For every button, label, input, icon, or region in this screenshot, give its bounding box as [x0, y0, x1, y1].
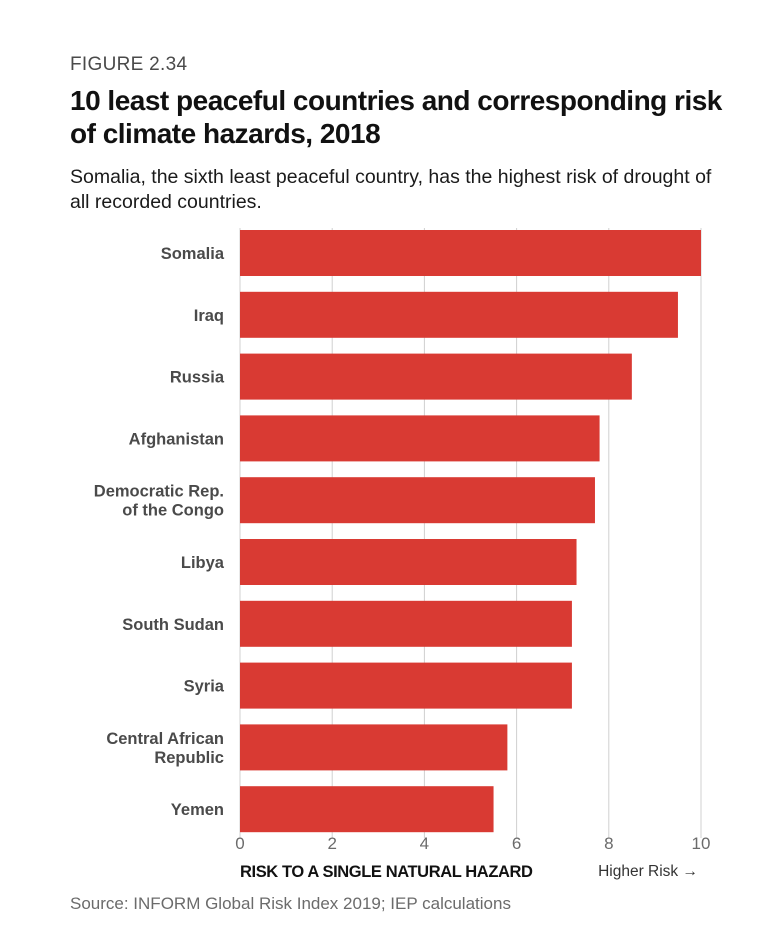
category-label-line: Yemen	[171, 801, 224, 819]
category-label-line: Central African	[106, 730, 224, 748]
source-note: Source: INFORM Global Risk Index 2019; I…	[70, 894, 511, 913]
category-label-0: Somalia	[161, 245, 225, 263]
category-label-line: Iraq	[194, 307, 224, 325]
category-label-line: Russia	[170, 369, 225, 387]
category-label-line: Libya	[181, 554, 225, 572]
bar-4	[240, 477, 595, 524]
category-label-line: Syria	[184, 678, 225, 696]
figure-label: FIGURE 2.34	[70, 54, 188, 75]
bar-chart: Somalia Iraq Russia Afghanistan Democratic R…	[94, 228, 711, 881]
bar-7	[240, 662, 572, 709]
x-tick-label-4: 8	[604, 834, 613, 853]
category-label-3: Afghanistan	[129, 430, 224, 448]
category-label-5: Libya	[181, 554, 225, 572]
chart-subtitle: Somalia, the sixth least peaceful countr…	[70, 166, 712, 213]
bar-8	[240, 724, 508, 771]
category-label-8: Central African Republic	[106, 730, 224, 767]
x-tick-label-1: 2	[327, 834, 336, 853]
x-tick-label-5: 10	[692, 834, 711, 853]
bar-5	[240, 539, 577, 585]
category-label-line: Afghanistan	[129, 430, 224, 448]
category-label-1: Iraq	[194, 307, 224, 325]
category-label-line: of the Congo	[122, 502, 224, 520]
bar-1	[240, 291, 678, 338]
category-label-line: Somalia	[161, 245, 225, 263]
bar-0	[240, 230, 701, 276]
category-label-line: South Sudan	[122, 616, 224, 634]
category-label-2: Russia	[170, 369, 225, 387]
bar-9	[240, 786, 494, 833]
higher-risk-note: Higher Risk →	[598, 863, 698, 880]
bar-6	[240, 600, 572, 647]
category-label-4: Democratic Rep. of the Congo	[94, 483, 224, 520]
x-tick-label-2: 4	[420, 834, 429, 853]
category-label-9: Yemen	[171, 801, 224, 819]
chart-title: 10 least peaceful countries and correspo…	[70, 85, 722, 149]
category-label-line: Democratic Rep.	[94, 483, 224, 501]
bar-3	[240, 415, 600, 462]
category-label-7: Syria	[184, 678, 225, 696]
x-axis-title: RISK TO A SINGLE NATURAL HAZARD	[240, 863, 533, 881]
x-tick-label-0: 0	[235, 834, 244, 853]
category-label-6: South Sudan	[122, 616, 224, 634]
bar-2	[240, 353, 632, 400]
x-tick-label-3: 6	[512, 834, 521, 853]
category-label-line: Republic	[154, 749, 224, 767]
